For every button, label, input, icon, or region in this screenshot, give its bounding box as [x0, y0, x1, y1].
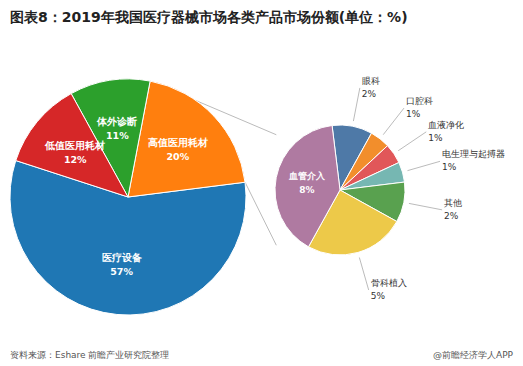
leader-line: [409, 203, 442, 209]
data-label: 血管介入 8%: [288, 171, 326, 194]
data-label-text: 血液净化: [428, 120, 464, 130]
data-label: 骨科植入 5%: [371, 278, 407, 301]
data-label-text: 眼科: [362, 76, 380, 86]
data-label: 医疗设备 57%: [102, 252, 142, 277]
leader-line: [359, 257, 368, 289]
annotation: 资料来源：Eshare 前瞻产业研究院整理: [10, 350, 170, 360]
pies: [10, 79, 405, 315]
data-label-text: 1%: [406, 109, 421, 119]
leader-line: [407, 161, 439, 170]
data-label: 其他 2%: [444, 198, 462, 221]
data-label-text: 20%: [167, 151, 190, 162]
data-label: 电生理与起搏器 1%: [442, 149, 505, 172]
data-label: 眼科 2%: [362, 76, 380, 99]
connector: [245, 182, 276, 245]
annotation: @前瞻经济学人APP: [433, 350, 514, 360]
pie-slice: [275, 125, 340, 246]
texts: 医疗设备 57% 高值医用耗材 20% 体外诊断 11%低值医用耗材 12% 眼科 2% 口腔科 1…: [44, 76, 505, 301]
data-label-text: 57%: [110, 266, 133, 277]
data-label-text: 低值医用耗材: [44, 140, 105, 151]
data-label-text: 5%: [371, 291, 386, 301]
leader-line: [353, 88, 359, 121]
data-label: 高值医用耗材 20%: [148, 137, 208, 162]
chart: 医疗设备 57% 高值医用耗材 20% 体外诊断 11%低值医用耗材 12% 眼科 2% 口腔科 1…: [0, 0, 523, 366]
data-label-text: 1%: [442, 162, 457, 172]
data-label-text: 1%: [428, 133, 443, 143]
data-label-text: 2%: [362, 89, 377, 99]
data-label-text: 电生理与起搏器: [442, 149, 505, 159]
data-label-text: 11%: [106, 130, 129, 141]
data-label: 体外诊断 11%: [96, 116, 137, 141]
data-label: 血液净化 1%: [428, 120, 464, 143]
data-label-text: 体外诊断: [96, 116, 137, 127]
data-label-text: 12%: [64, 154, 87, 165]
data-label-text: 其他: [444, 198, 462, 208]
data-label: 低值医用耗材 12%: [44, 140, 105, 165]
data-label-text: 血管介入: [288, 171, 326, 181]
title: 图表8：2019年我国医疗器械市场各类产品市场份额(单位：%): [10, 9, 408, 25]
data-label-text: 8%: [299, 185, 314, 195]
leader-line: [383, 108, 404, 135]
data-label: 口腔科 1%: [406, 96, 433, 119]
leader-line: [398, 132, 426, 151]
data-label-text: 医疗设备: [102, 252, 142, 263]
pie: [10, 79, 246, 315]
data-label-text: 2%: [444, 211, 459, 221]
data-label-text: 骨科植入: [371, 278, 407, 288]
data-label-text: 高值医用耗材: [148, 137, 208, 148]
pie: [275, 125, 405, 255]
data-label-text: 口腔科: [406, 96, 433, 106]
pie-slice: [16, 94, 128, 197]
